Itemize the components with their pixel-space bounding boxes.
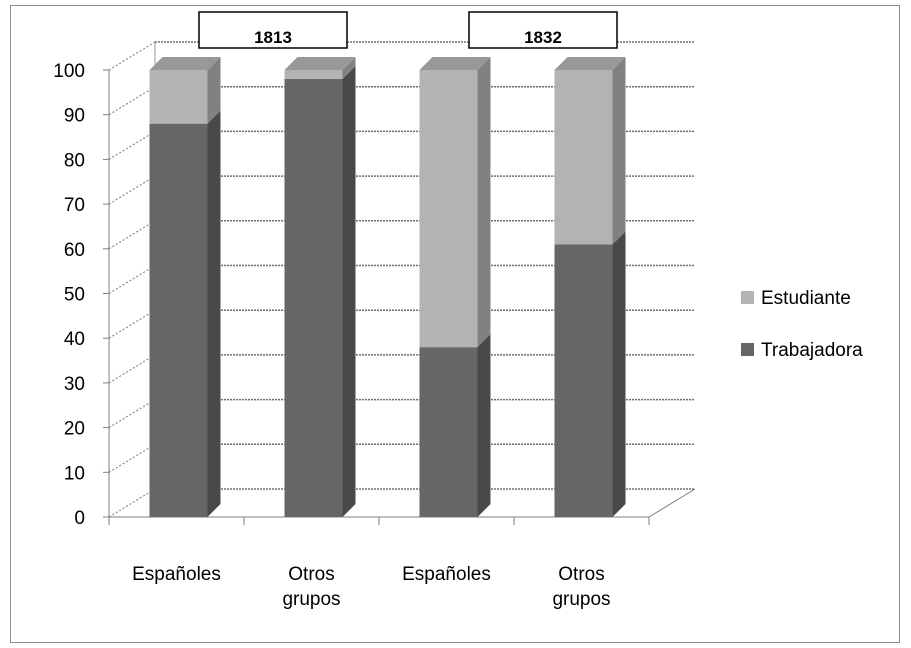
bar-segment-estudiante bbox=[554, 70, 613, 245]
legend-swatch bbox=[741, 291, 754, 304]
y-tick-label: 20 bbox=[64, 419, 85, 440]
x-category-label: Españoles bbox=[132, 564, 221, 585]
legend-label: Trabajadora bbox=[761, 340, 863, 361]
x-category-label: Otros grupos bbox=[552, 564, 610, 610]
floor-right-edge bbox=[648, 488, 696, 518]
gridline-diagonal bbox=[108, 220, 156, 250]
bar-top-face bbox=[554, 57, 626, 70]
gridline-diagonal bbox=[108, 130, 156, 160]
bar-side-estudiante bbox=[612, 57, 626, 245]
y-tick-label: 0 bbox=[74, 508, 85, 529]
group-labels: 1813 1832 bbox=[198, 11, 618, 49]
gridline-diagonal bbox=[108, 264, 156, 295]
y-tick-label: 50 bbox=[64, 285, 85, 306]
bar-segment-trabajadora bbox=[419, 347, 478, 517]
bar-segment-trabajadora bbox=[554, 244, 613, 517]
gridline-diagonal bbox=[108, 175, 156, 205]
gridline-diagonal bbox=[108, 86, 156, 116]
bar-side-estudiante bbox=[207, 57, 221, 124]
gridline-diagonal bbox=[108, 41, 156, 71]
bar-segment-estudiante bbox=[149, 70, 208, 124]
legend-swatch bbox=[741, 343, 754, 356]
bar-segment-trabajadora bbox=[284, 78, 343, 517]
gridline-diagonal bbox=[108, 488, 156, 518]
bar-side-trabajadora bbox=[207, 110, 221, 517]
bar-side-estudiante bbox=[342, 57, 356, 79]
bar-segment-estudiante bbox=[419, 70, 478, 348]
x-category-label: Otros grupos bbox=[282, 564, 340, 610]
bar-side-trabajadora bbox=[342, 65, 356, 517]
bar-top-face bbox=[419, 57, 491, 70]
gridline-diagonal bbox=[108, 354, 156, 384]
legend-label: Estudiante bbox=[761, 288, 851, 309]
group-label: 1832 bbox=[524, 28, 562, 47]
x-category-label: Españoles bbox=[402, 564, 491, 585]
legend: Estudiante Trabajadora bbox=[741, 288, 863, 361]
bar-segment-estudiante bbox=[284, 70, 343, 79]
y-tick-label: 70 bbox=[64, 195, 85, 216]
gridline-diagonal bbox=[108, 399, 156, 429]
y-tick-label: 40 bbox=[64, 329, 85, 350]
group-label: 1813 bbox=[254, 28, 292, 47]
group-label-box bbox=[198, 11, 348, 49]
bar-top-face bbox=[284, 57, 356, 70]
bars-layer bbox=[149, 57, 626, 517]
x-axis: Españoles Otros grupos Españoles Otros grupos bbox=[108, 517, 650, 610]
gridline-diagonal bbox=[108, 309, 156, 339]
y-tick-label: 30 bbox=[64, 374, 85, 395]
y-axis-ticks: 0 10 20 30 40 50 60 70 80 90 100 bbox=[53, 61, 109, 529]
gridline-diagonal bbox=[108, 443, 156, 473]
group-label-box bbox=[468, 11, 618, 49]
y-tick-label: 80 bbox=[64, 150, 85, 171]
stacked-bar-chart: 0 10 20 30 40 50 60 70 80 90 100 Españoles Otros gru… bbox=[53, 11, 863, 610]
bar-segment-trabajadora bbox=[149, 123, 208, 517]
y-tick-label: 100 bbox=[53, 61, 85, 82]
bar-top-face bbox=[149, 57, 221, 70]
bar-side-trabajadora bbox=[612, 231, 626, 517]
y-tick-label: 90 bbox=[64, 106, 85, 127]
bar-side-trabajadora bbox=[477, 334, 491, 517]
chart-frame: 0 10 20 30 40 50 60 70 80 90 100 Españoles Otros gru… bbox=[10, 5, 900, 643]
bar-side-estudiante bbox=[477, 57, 491, 348]
y-tick-label: 10 bbox=[64, 463, 85, 484]
y-tick-label: 60 bbox=[64, 240, 85, 261]
